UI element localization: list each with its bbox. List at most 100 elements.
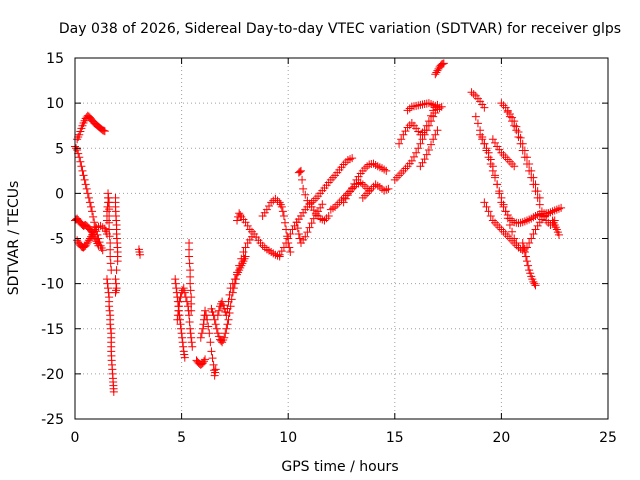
data-point bbox=[235, 261, 244, 270]
data-point bbox=[174, 302, 183, 311]
data-point bbox=[486, 211, 495, 220]
data-point bbox=[533, 193, 542, 202]
data-point bbox=[508, 227, 517, 236]
data-point bbox=[187, 333, 196, 342]
data-point bbox=[395, 139, 404, 148]
data-point bbox=[180, 353, 189, 362]
series-arc-29 bbox=[467, 88, 489, 112]
data-point bbox=[501, 207, 510, 216]
data-point bbox=[522, 257, 531, 266]
data-point bbox=[82, 239, 91, 248]
data-point bbox=[237, 254, 246, 263]
data-point bbox=[178, 338, 187, 347]
series-arc-20 bbox=[292, 200, 327, 248]
data-point bbox=[213, 311, 222, 320]
data-point bbox=[557, 203, 566, 212]
data-point bbox=[403, 106, 412, 115]
data-point bbox=[424, 117, 433, 126]
data-point bbox=[522, 160, 531, 169]
data-point bbox=[277, 247, 286, 256]
data-point bbox=[358, 180, 367, 189]
data-point bbox=[343, 191, 352, 200]
data-point bbox=[328, 204, 337, 213]
data-point bbox=[103, 279, 112, 288]
data-point bbox=[484, 148, 493, 157]
data-point bbox=[171, 275, 180, 284]
data-point bbox=[186, 279, 195, 288]
series-arc-36 bbox=[518, 239, 540, 290]
data-point bbox=[531, 211, 540, 220]
data-point bbox=[106, 252, 115, 261]
data-point bbox=[173, 315, 182, 324]
data-point bbox=[207, 347, 216, 356]
data-point bbox=[212, 324, 221, 333]
data-point bbox=[399, 130, 408, 139]
data-point bbox=[76, 157, 85, 166]
data-point bbox=[111, 288, 120, 297]
data-point bbox=[360, 164, 369, 173]
data-point bbox=[235, 209, 244, 218]
data-point bbox=[495, 189, 504, 198]
data-point bbox=[505, 112, 514, 121]
data-point bbox=[503, 211, 512, 220]
series-arc-32 bbox=[488, 135, 519, 171]
data-point bbox=[546, 208, 555, 217]
data-point bbox=[219, 301, 228, 310]
data-point bbox=[102, 275, 111, 284]
data-point bbox=[292, 218, 301, 227]
data-point bbox=[187, 299, 196, 308]
series-arc-8 bbox=[134, 245, 145, 259]
data-point bbox=[279, 211, 288, 220]
x-axis-label: GPS time / hours bbox=[281, 459, 398, 475]
data-point bbox=[197, 329, 206, 338]
data-point bbox=[172, 284, 181, 293]
data-point bbox=[416, 139, 425, 148]
x-tick-labels: 0 5 10 15 20 25 bbox=[71, 430, 617, 446]
y-tick-label: 0 bbox=[55, 186, 64, 202]
data-point bbox=[525, 166, 534, 175]
series-arc-7 bbox=[111, 193, 122, 297]
data-point bbox=[522, 216, 531, 225]
data-point bbox=[98, 223, 107, 232]
data-point bbox=[210, 315, 219, 324]
data-point bbox=[98, 246, 107, 255]
data-point bbox=[324, 211, 333, 220]
y-tick-label: -10 bbox=[41, 277, 64, 293]
data-point bbox=[433, 66, 442, 75]
data-point bbox=[204, 322, 213, 331]
data-point bbox=[521, 252, 530, 261]
y-tick-label: -20 bbox=[41, 367, 64, 383]
data-point bbox=[214, 306, 223, 315]
data-point bbox=[199, 320, 208, 329]
data-point bbox=[186, 286, 195, 295]
series-arc-6 bbox=[102, 275, 118, 396]
series-arc-15 bbox=[213, 232, 256, 320]
data-point bbox=[339, 198, 348, 207]
data-point bbox=[378, 164, 387, 173]
data-point bbox=[186, 324, 195, 333]
data-point bbox=[105, 225, 114, 234]
series-arc-24 bbox=[390, 102, 446, 184]
data-point bbox=[296, 166, 305, 175]
series-arc-16 bbox=[233, 209, 284, 261]
data-point bbox=[201, 306, 210, 315]
data-point bbox=[136, 250, 145, 259]
data-point bbox=[106, 320, 115, 329]
data-point bbox=[82, 184, 91, 193]
data-point bbox=[196, 333, 205, 342]
data-point bbox=[471, 112, 480, 121]
data-point bbox=[346, 155, 355, 164]
data-point bbox=[185, 317, 194, 326]
series-arc-10 bbox=[173, 284, 197, 351]
data-point bbox=[199, 357, 208, 366]
data-point bbox=[520, 153, 529, 162]
x-tick-label: 5 bbox=[177, 430, 186, 446]
data-point bbox=[282, 239, 291, 248]
data-point bbox=[382, 185, 391, 194]
data-point bbox=[384, 184, 393, 193]
data-point bbox=[265, 246, 274, 255]
data-point bbox=[469, 90, 478, 99]
data-point bbox=[279, 243, 288, 252]
data-point bbox=[86, 232, 95, 241]
series-arc-28 bbox=[431, 59, 448, 79]
